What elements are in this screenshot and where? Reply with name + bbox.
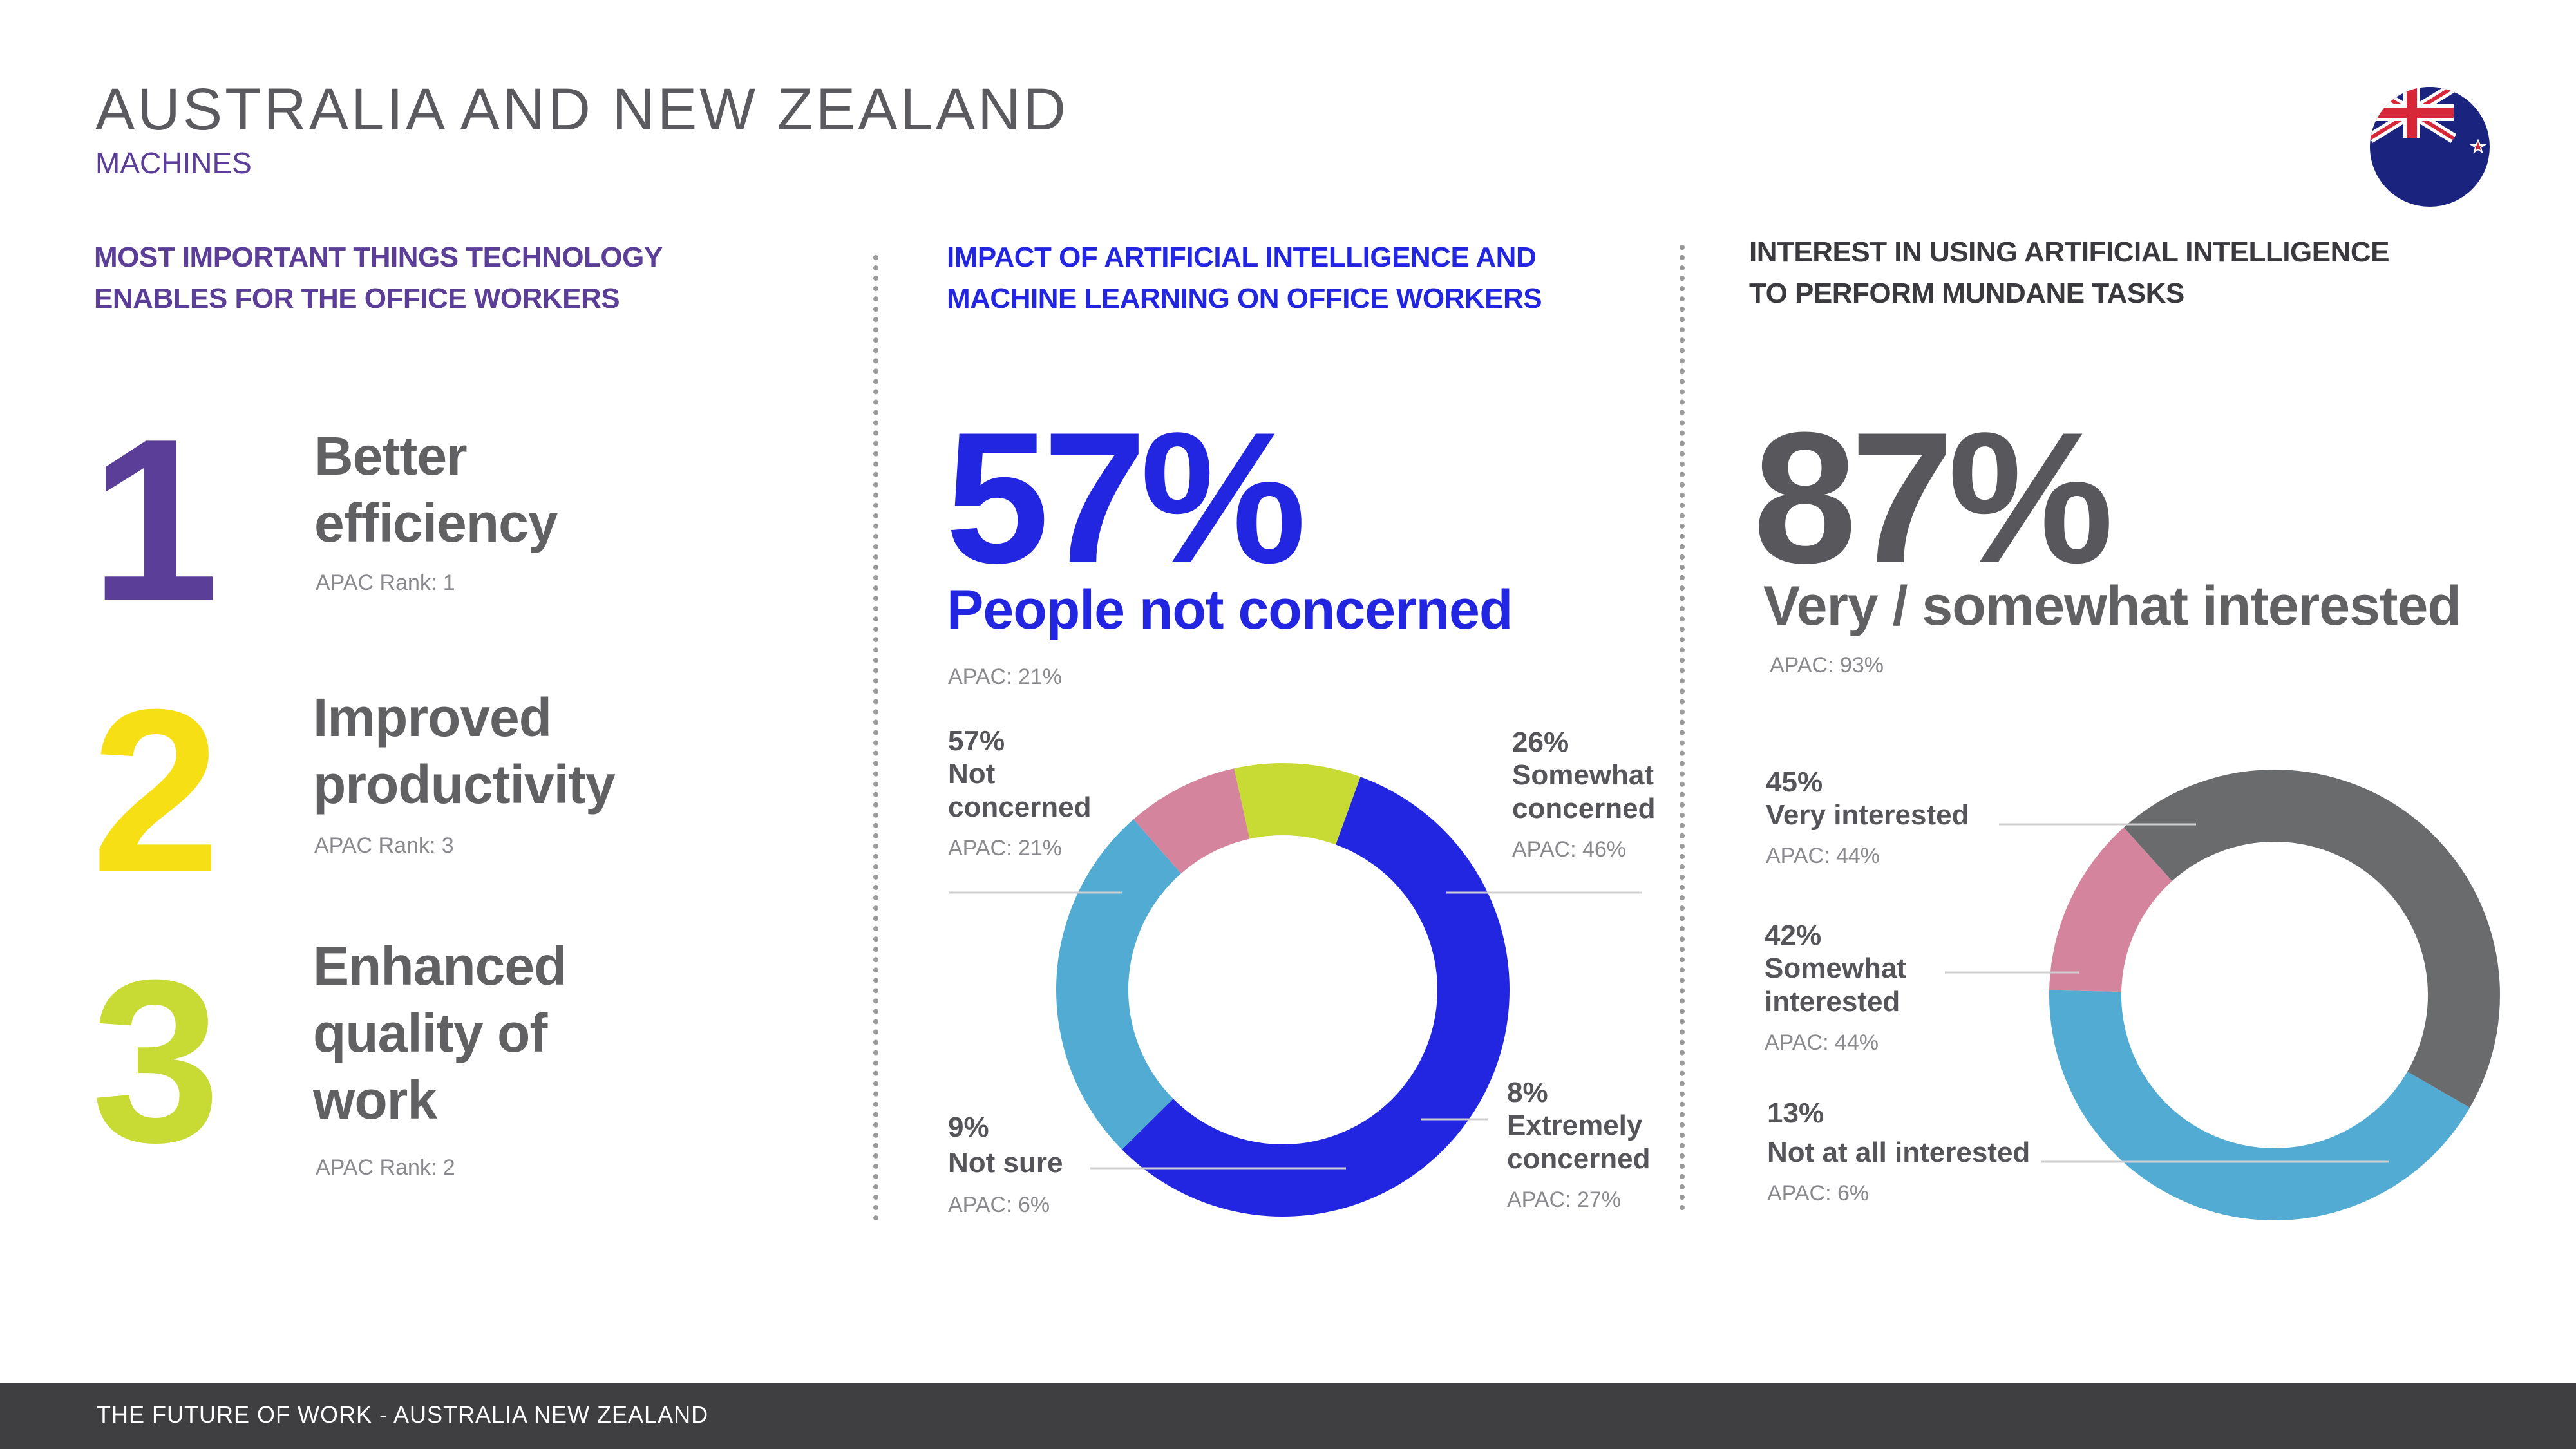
concern-donut-slice-not-concerned (1122, 777, 1510, 1217)
label-not-sure: 9% Not sure APAC: 6% (948, 1112, 1063, 1218)
label-somewhat-concerned-text-line1: Somewhat (1512, 759, 1654, 791)
label-not-at-all-interested: 13% Not at all interested APAC: 6% (1767, 1097, 2030, 1206)
rank-apac-2: APAC Rank: 3 (314, 833, 454, 858)
concern-donut-slice-not-sure (1234, 763, 1361, 845)
col2-apac: APAC: 21% (948, 665, 1063, 689)
footer-bar (0, 1383, 2576, 1449)
col2-big-subtitle: People not concerned (947, 579, 1513, 641)
concern-donut-slice-extremely-concerned (1133, 768, 1250, 874)
label-not-sure-pct: 9% (948, 1112, 989, 1143)
label-not-concerned-pct: 57% (948, 725, 1005, 757)
label-extremely-concerned: 8% Extremely concerned APAC: 27% (1507, 1077, 1651, 1213)
label-very-interested: 45% Very interested APAC: 44% (1766, 766, 1969, 869)
label-not-at-all-interested-pct: 13% (1767, 1097, 1824, 1129)
col2-heading-line2: MACHINE LEARNING ON OFFICE WORKERS (947, 283, 1542, 314)
label-very-interested-text: Very interested (1766, 799, 1969, 831)
rank-apac-3: APAC Rank: 2 (316, 1155, 455, 1180)
rank-label-2-line2: productivity (313, 754, 616, 815)
rank-label-3-line2: quality of (313, 1003, 547, 1063)
label-very-interested-apac: APAC: 44% (1766, 844, 1880, 868)
new-zealand-flag-icon (2370, 87, 2490, 207)
col2-heading: IMPACT OF ARTIFICIAL INTELLIGENCE AND MA… (947, 237, 1542, 319)
rank-number-3: 3 (91, 932, 221, 1191)
col2-heading-line1: IMPACT OF ARTIFICIAL INTELLIGENCE AND (947, 242, 1537, 273)
rank-label-1-line2: efficiency (314, 493, 558, 553)
col3-big-percent: 87% (1753, 393, 2114, 602)
page-subtitle: MACHINES (95, 146, 252, 180)
label-not-concerned: 57% Not concerned APAC: 21% (948, 725, 1092, 861)
label-extremely-concerned-text-line1: Extremely (1507, 1110, 1643, 1141)
col1-heading-line1: MOST IMPORTANT THINGS TECHNOLOGY (94, 242, 663, 273)
label-not-concerned-text-line1: Not (948, 758, 996, 790)
label-very-interested-pct: 45% (1766, 766, 1823, 798)
label-somewhat-interested: 42% Somewhat interested APAC: 44% (1765, 920, 1906, 1056)
concern-donut-chart (1056, 763, 1510, 1217)
col1-heading-line2: ENABLES FOR THE OFFICE WORKERS (94, 283, 620, 314)
col3-big-subtitle: Very / somewhat interested (1763, 575, 2461, 637)
label-somewhat-concerned-text-line2: concerned (1512, 793, 1656, 824)
col2-big-percent: 57% (945, 393, 1306, 602)
label-extremely-concerned-pct: 8% (1507, 1077, 1548, 1108)
col3-apac: APAC: 93% (1770, 653, 1884, 677)
label-not-sure-apac: APAC: 6% (948, 1193, 1050, 1217)
label-not-concerned-text-line2: concerned (948, 791, 1092, 823)
label-not-sure-text: Not sure (948, 1147, 1063, 1179)
label-somewhat-interested-text-line1: Somewhat (1765, 952, 1907, 984)
interest-donut-slice-somewhat-interested (2049, 990, 2470, 1220)
concern-donut-slice-somewhat-concerned (1056, 819, 1181, 1150)
rank-number-2: 2 (91, 661, 221, 920)
rank-apac-1: APAC Rank: 1 (316, 571, 455, 595)
col3-heading: INTEREST IN USING ARTIFICIAL INTELLIGENC… (1749, 232, 2389, 314)
rank-label-3-line3: work (313, 1070, 437, 1130)
rank-label-1-line1: Better (314, 426, 468, 486)
label-not-at-all-interested-apac: APAC: 6% (1767, 1181, 1870, 1206)
label-somewhat-interested-pct: 42% (1765, 920, 1822, 951)
rank-label-1: Better efficiency (314, 422, 558, 556)
column-divider-2 (1680, 245, 1685, 1211)
label-extremely-concerned-apac: APAC: 27% (1507, 1188, 1622, 1212)
column-divider-1 (873, 255, 878, 1221)
rank-label-2-line1: Improved (313, 687, 552, 748)
page-title: AUSTRALIA AND NEW ZEALAND (95, 77, 1068, 142)
label-somewhat-concerned: 26% Somewhat concerned APAC: 46% (1512, 726, 1656, 862)
label-somewhat-interested-apac: APAC: 44% (1765, 1030, 1879, 1055)
label-extremely-concerned-text-line2: concerned (1507, 1143, 1651, 1175)
rank-label-3-line1: Enhanced (313, 936, 567, 996)
label-somewhat-interested-text-line2: interested (1765, 986, 1900, 1018)
footer-text: THE FUTURE OF WORK - AUSTRALIA NEW ZEALA… (97, 1401, 709, 1428)
label-somewhat-concerned-pct: 26% (1512, 726, 1569, 758)
interest-donut-slice-not-at-all-interested (2049, 827, 2172, 992)
rank-label-2: Improved productivity (313, 684, 616, 818)
col3-heading-line2: TO PERFORM MUNDANE TASKS (1749, 278, 2184, 309)
rank-number-1: 1 (90, 391, 220, 650)
interest-donut-chart (2049, 770, 2500, 1220)
col3-heading-line1: INTEREST IN USING ARTIFICIAL INTELLIGENC… (1749, 236, 2389, 268)
label-not-at-all-interested-text: Not at all interested (1767, 1137, 2031, 1168)
label-somewhat-concerned-apac: APAC: 46% (1512, 837, 1627, 862)
interest-donut-slice-very-interested (2123, 770, 2500, 1108)
col1-heading: MOST IMPORTANT THINGS TECHNOLOGY ENABLES… (94, 237, 663, 319)
label-not-concerned-apac: APAC: 21% (948, 836, 1063, 860)
rank-label-3: Enhanced quality of work (313, 933, 567, 1133)
